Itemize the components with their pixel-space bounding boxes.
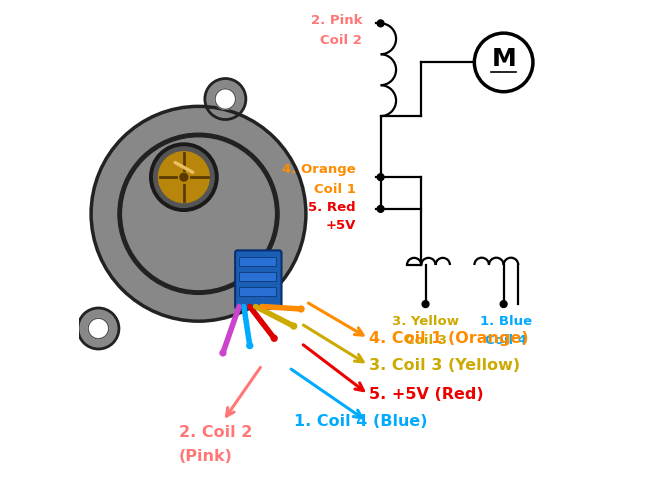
Text: M: M	[491, 47, 516, 71]
Text: Coil 1: Coil 1	[314, 183, 356, 196]
Text: 4. Coil 1 (Orange): 4. Coil 1 (Orange)	[370, 331, 529, 346]
Circle shape	[154, 147, 214, 207]
Circle shape	[298, 306, 304, 312]
Circle shape	[377, 20, 384, 27]
Text: 2. Pink: 2. Pink	[311, 14, 362, 27]
Circle shape	[150, 143, 218, 211]
Circle shape	[158, 152, 209, 202]
FancyBboxPatch shape	[235, 250, 282, 309]
Text: 5. Red: 5. Red	[308, 201, 356, 214]
Wedge shape	[98, 214, 300, 321]
Text: 4. Orange: 4. Orange	[282, 164, 356, 176]
Text: 3. Coil 3 (Yellow): 3. Coil 3 (Yellow)	[370, 357, 521, 373]
Text: 5. +5V (Red): 5. +5V (Red)	[370, 387, 484, 402]
Text: Coil 2: Coil 2	[320, 34, 362, 47]
Text: 3. Yellow: 3. Yellow	[392, 315, 459, 327]
Circle shape	[377, 205, 384, 212]
Text: 2. Coil 2: 2. Coil 2	[179, 425, 253, 439]
Circle shape	[271, 335, 277, 341]
Text: +5V: +5V	[326, 219, 356, 232]
Circle shape	[78, 308, 119, 349]
Bar	[238, 287, 276, 296]
Circle shape	[377, 174, 384, 181]
Circle shape	[91, 107, 306, 321]
Circle shape	[205, 79, 246, 119]
Text: 1. Coil 4 (Blue): 1. Coil 4 (Blue)	[294, 414, 427, 429]
Text: 1. Blue: 1. Blue	[480, 315, 532, 327]
Circle shape	[180, 173, 188, 181]
Circle shape	[215, 89, 236, 109]
Circle shape	[118, 133, 279, 294]
Circle shape	[500, 300, 507, 307]
Text: (Pink): (Pink)	[179, 449, 233, 464]
Bar	[238, 257, 276, 266]
Text: Coil 4: Coil 4	[485, 334, 527, 347]
Circle shape	[291, 323, 297, 329]
Circle shape	[247, 343, 253, 349]
Circle shape	[88, 318, 109, 339]
Circle shape	[422, 300, 429, 307]
Circle shape	[123, 138, 274, 289]
Text: Coil 3: Coil 3	[404, 334, 446, 347]
Bar	[238, 272, 276, 281]
Circle shape	[220, 350, 226, 356]
